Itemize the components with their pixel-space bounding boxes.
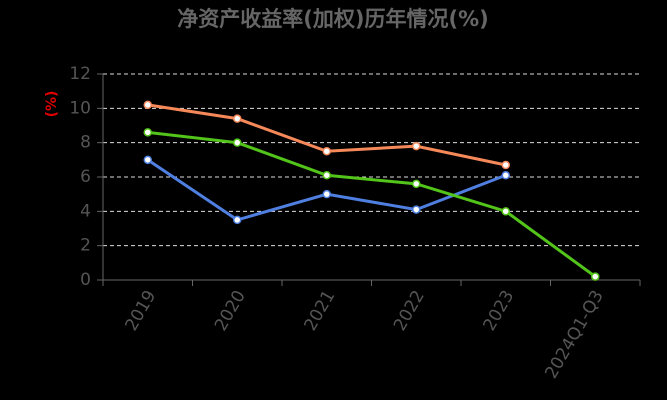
point [143,100,152,110]
y-tick-label: 12 [69,64,91,84]
point [501,171,510,180]
point [322,171,331,180]
x-tick-label: 2019 [121,287,160,334]
x-tick-label: 2024Q1-Q3 [541,287,608,382]
y-tick-label: 10 [69,98,91,118]
y-tick-label: 6 [80,167,91,187]
chart-title: 净资产收益率(加权)历年情况(%) [177,7,488,31]
y-tick-label: 4 [80,201,91,221]
series-line [147,103,507,167]
y-tick-label: 2 [80,236,91,256]
x-tick-label: 2021 [300,287,339,334]
point [143,155,152,165]
point [412,141,421,151]
point [412,205,421,214]
point [233,215,242,225]
y-tick-label: 0 [80,270,91,290]
x-tick-label: 2023 [479,287,518,334]
point [412,179,421,189]
series-line [147,130,597,278]
point [322,147,331,156]
point [591,272,600,281]
point [322,189,331,199]
point [143,128,152,137]
point [233,138,242,147]
point [501,160,510,170]
point [501,207,510,216]
point [233,114,242,123]
y-tick-label: 8 [80,133,91,153]
x-tick-label: 2020 [211,287,250,334]
y-axis-label: (%) [44,91,60,118]
x-tick-label: 2022 [390,287,429,334]
